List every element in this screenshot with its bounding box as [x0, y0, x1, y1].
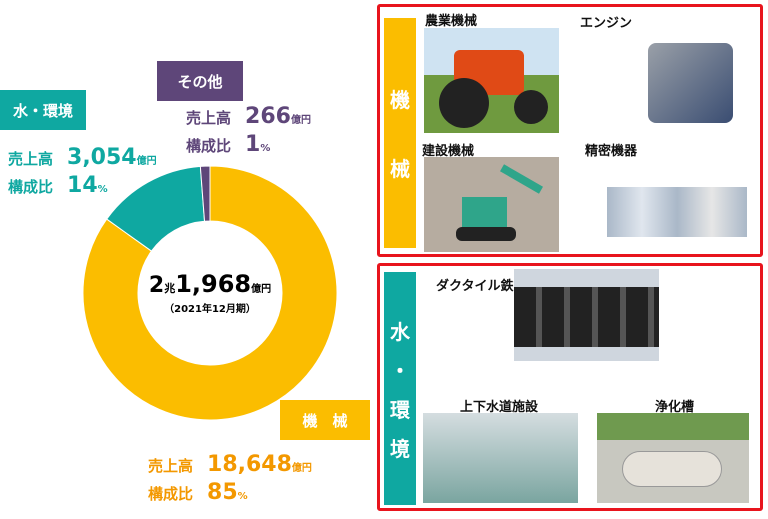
machinery-ratio: 構成比 85% [148, 480, 248, 505]
machinery-sales: 売上高 18,648億円 [148, 452, 312, 477]
water-facility-image [423, 413, 578, 503]
water-sales: 売上高 3,054億円 [8, 145, 157, 170]
engine-image [638, 28, 743, 133]
machinery-panel [377, 4, 763, 257]
water-vertical-label: 水・環境 [384, 272, 416, 505]
caption-construction: 建設機械 [422, 144, 475, 159]
caption-ductile-pipe: ダクタイル鉄管 [436, 279, 527, 294]
tractor-image [424, 28, 559, 133]
excavator-image [424, 157, 559, 252]
septic-tank-image [597, 413, 749, 503]
water-panel [377, 263, 763, 511]
machinery-tag: 機 械 [280, 400, 370, 440]
donut-slice-2 [199, 165, 211, 222]
period: （2021年12月期） [164, 304, 256, 315]
ductile-pipe-image [514, 269, 659, 361]
caption-water-facility: 上下水道施設 [460, 400, 539, 415]
machinery-vertical-label: 機械 [384, 18, 416, 248]
caption-agri: 農業機械 [425, 14, 478, 29]
total-label: 2兆1,968億円 （2021年12月期） [130, 270, 290, 315]
donut-slice-0 [82, 165, 338, 421]
donut-chart [82, 165, 338, 421]
caption-septic-tank: 浄化槽 [655, 400, 695, 415]
water-ratio: 構成比 14% [8, 173, 108, 198]
other-ratio: 構成比 1% [186, 132, 271, 157]
precision-equipment-image [602, 157, 752, 249]
caption-precision: 精密機器 [585, 144, 638, 159]
other-tag: その他 [157, 61, 243, 101]
other-sales: 売上高 266億円 [186, 104, 311, 129]
caption-engine: エンジン [580, 16, 633, 31]
water-tag: 水・環境 [0, 90, 86, 130]
